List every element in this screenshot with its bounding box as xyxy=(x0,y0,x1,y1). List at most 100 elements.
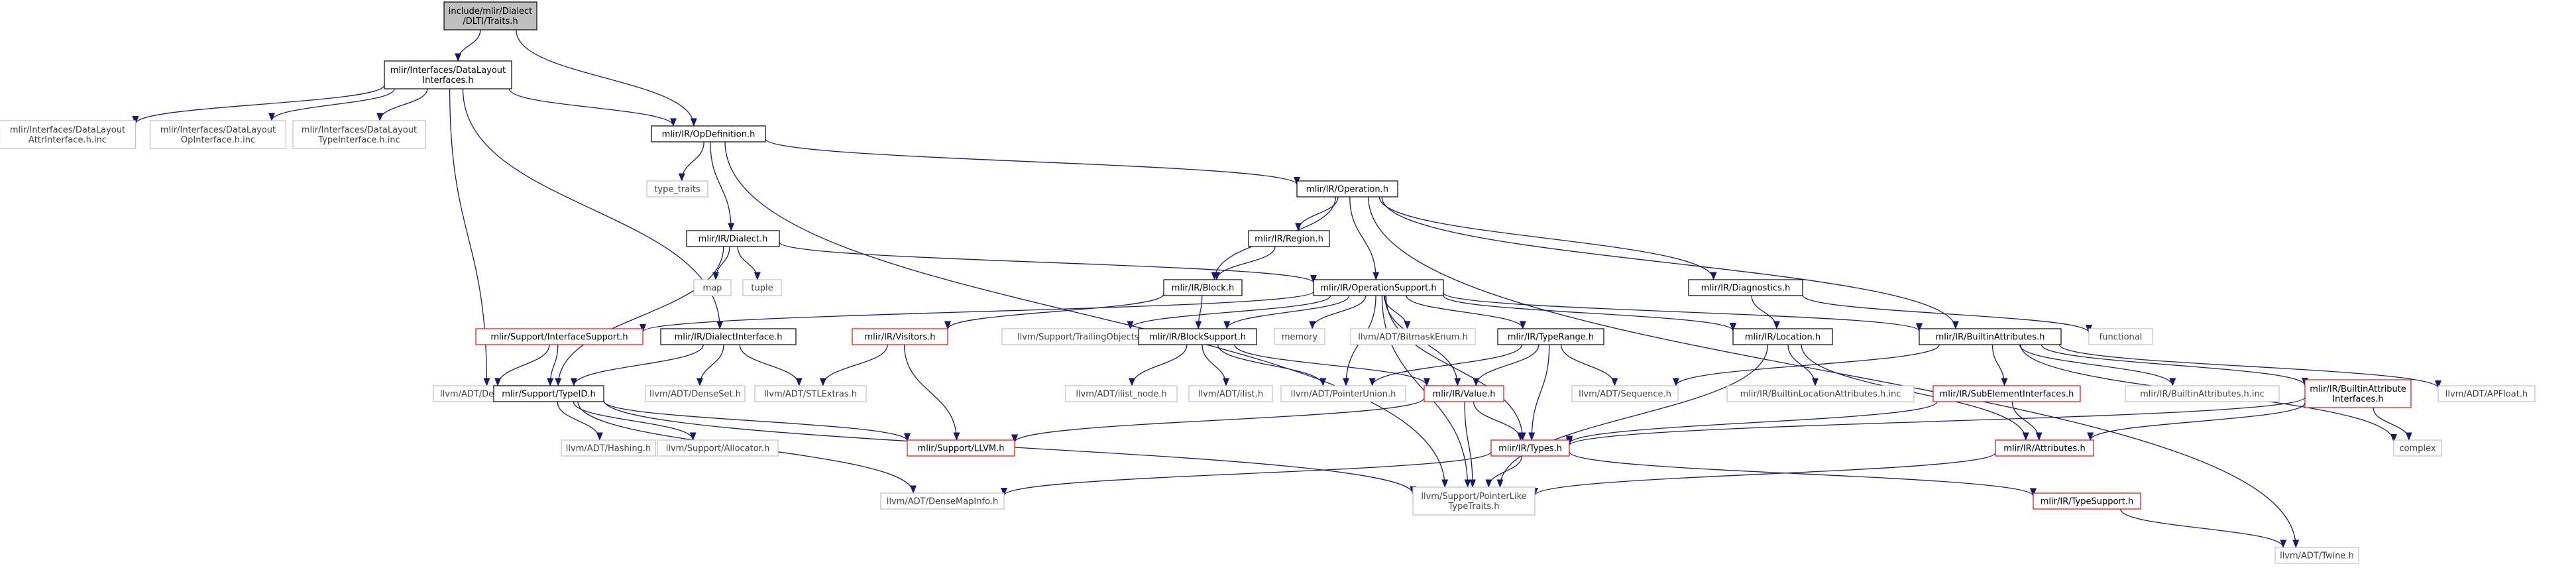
node-llvm-adt-twine-h: llvm/ADT/Twine.h xyxy=(2274,547,2359,564)
node-label-line: mlir/Support/InterfaceSupport.h xyxy=(490,333,628,343)
node-box xyxy=(907,439,1015,457)
node-mlir-ir-operationsupport-h[interactable]: mlir/IR/OperationSupport.h xyxy=(1313,279,1444,296)
edge-n43-to-n47 xyxy=(1488,455,1522,488)
node-include-mlir-dialect-dlti-traits-h[interactable]: include/mlir/Dialect/DLTI/Traits.h xyxy=(443,1,537,30)
edge-n43-to-n48 xyxy=(1569,451,2033,496)
node-mlir-ir-dialectinterface-h[interactable]: mlir/IR/DialectInterface.h xyxy=(660,328,797,345)
node-label-line: mlir/IR/TypeRange.h xyxy=(1508,333,1594,343)
edge-n14-to-n22 xyxy=(1383,295,1407,329)
node-llvm-adt-ilist-node-h: llvm/ADT/ilist_node.h xyxy=(1065,385,1178,402)
node-complex: complex xyxy=(2393,439,2442,457)
edge-n23-to-n34 xyxy=(1560,344,1615,386)
node-mlir-ir-location-h[interactable]: mlir/IR/Location.h xyxy=(1732,328,1833,345)
node-box xyxy=(1296,180,1398,198)
node-label-line: mlir/Interfaces/DataLayout xyxy=(302,125,417,135)
node-type-traits: type_traits xyxy=(646,180,708,198)
node-box xyxy=(149,120,287,149)
node-label-line: mlir/IR/TypeSupport.h xyxy=(2041,497,2133,507)
node-label-line: Interfaces.h xyxy=(2332,394,2383,404)
node-llvm-adt-ilist-h: llvm/ADT/ilist.h xyxy=(1188,385,1273,402)
node-box xyxy=(754,385,867,402)
node-mlir-ir-types-h[interactable]: mlir/IR/Types.h xyxy=(1490,439,1570,457)
node-label-line: mlir/IR/BuiltinAttributes.h xyxy=(1936,333,2045,343)
node-box xyxy=(1248,230,1330,247)
edge-n25-to-n34 xyxy=(1676,344,1940,386)
node-label-line: OpInterface.h.inc xyxy=(181,135,255,145)
edge-n1-to-n4 xyxy=(380,88,428,121)
node-label-line: llvm/ADT/ilist.h xyxy=(1198,390,1263,400)
node-label-line: mlir/IR/Types.h xyxy=(1498,444,1562,454)
node-mlir-interfaces-datalayout-typeinterface-h-inc: mlir/Interfaces/DataLayoutTypeInterface.… xyxy=(292,120,426,149)
edge-n43-to-n46 xyxy=(1004,451,1492,496)
node-mlir-ir-dialect-h[interactable]: mlir/IR/Dialect.h xyxy=(686,230,780,247)
node-label-line: llvm/Support/Allocator.h xyxy=(666,444,770,454)
node-mlir-ir-opdefinition-h[interactable]: mlir/IR/OpDefinition.h xyxy=(651,125,766,142)
node-box xyxy=(657,439,779,457)
node-mlir-ir-builtinattributes-h[interactable]: mlir/IR/BuiltinAttributes.h xyxy=(1919,328,2062,345)
node-label-line: mlir/IR/OperationSupport.h xyxy=(1320,284,1436,294)
edge-n8-to-n14 xyxy=(779,241,1314,284)
node-mlir-support-interfacesupport-h[interactable]: mlir/Support/InterfaceSupport.h xyxy=(475,328,644,345)
edge-n17-to-n29 xyxy=(739,344,799,386)
node-box xyxy=(1919,328,2062,345)
edge-n17-to-n27 xyxy=(574,344,704,386)
edge-n36-to-n44 xyxy=(2011,401,2039,440)
node-box xyxy=(1497,328,1604,345)
node-label-line: mlir/IR/DialectInterface.h xyxy=(675,333,783,343)
edge-n7-to-n14 xyxy=(1349,196,1376,280)
node-mlir-ir-typerange-h[interactable]: mlir/IR/TypeRange.h xyxy=(1497,328,1604,345)
node-mlir-ir-block-h[interactable]: mlir/IR/Block.h xyxy=(1163,279,1243,296)
edge-n5-to-n8 xyxy=(710,141,731,231)
edge-n14-to-n43 xyxy=(1385,295,1522,440)
node-mlir-ir-typesupport-h[interactable]: mlir/IR/TypeSupport.h xyxy=(2033,492,2141,510)
node-mlir-ir-operation-h[interactable]: mlir/IR/Operation.h xyxy=(1296,180,1398,198)
node-mlir-ir-blocksupport-h[interactable]: mlir/IR/BlockSupport.h xyxy=(1138,328,1257,345)
node-box xyxy=(2437,385,2536,402)
node-map: map xyxy=(693,279,732,296)
node-mlir-ir-diagnostics-h[interactable]: mlir/IR/Diagnostics.h xyxy=(1688,279,1803,296)
node-label-line: llvm/ADT/DenseMapInfo.h xyxy=(887,497,998,507)
node-llvm-adt-stlextras-h: llvm/ADT/STLExtras.h xyxy=(754,385,867,402)
edge-n18-to-n29 xyxy=(823,344,888,386)
node-label-line: AttrInterface.h.inc xyxy=(28,135,107,145)
node-mlir-ir-attributes-h[interactable]: mlir/IR/Attributes.h xyxy=(1995,439,2094,457)
node-mlir-ir-region-h[interactable]: mlir/IR/Region.h xyxy=(1248,230,1330,247)
node-mlir-ir-value-h[interactable]: mlir/IR/Value.h xyxy=(1424,385,1504,402)
node-label-line: llvm/ADT/ilist_node.h xyxy=(1076,390,1166,400)
edge-n25-to-n39 xyxy=(2058,344,2438,388)
node-box xyxy=(1490,439,1570,457)
node-llvm-adt-bitmaskenum-h: llvm/ADT/BitmaskEnum.h xyxy=(1350,328,1476,345)
edge-n44-to-n47 xyxy=(1535,452,1996,496)
edge-n5-to-n47 xyxy=(724,141,1445,487)
node-box xyxy=(1732,328,1833,345)
edge-n23-to-n32 xyxy=(1372,344,1522,386)
node-label-line: tuple xyxy=(751,284,773,294)
node-box xyxy=(475,328,644,345)
node-label-line: llvm/ADT/DenseSet.h xyxy=(649,390,741,400)
node-llvm-support-trailingobjects-h: llvm/Support/TrailingObjects.h xyxy=(1001,328,1163,345)
edge-n7-to-n49 xyxy=(1368,196,2296,547)
node-mlir-support-llvm-h[interactable]: mlir/Support/LLVM.h xyxy=(907,439,1015,457)
node-label-line: mlir/IR/Diagnostics.h xyxy=(1701,284,1791,294)
edge-n12-to-n24 xyxy=(1751,295,1777,329)
node-label-line: mlir/IR/BuiltinLocationAttributes.h.inc xyxy=(1740,390,1901,400)
node-label-line: Interfaces.h xyxy=(422,76,473,85)
node-llvm-adt-apfloat-h: llvm/ADT/APFloat.h xyxy=(2437,385,2536,402)
node-llvm-adt-denseset-h: llvm/ADT/DenseSet.h xyxy=(645,385,746,402)
node-mlir-ir-visitors-h[interactable]: mlir/IR/Visitors.h xyxy=(852,328,948,345)
node-mlir-support-typeid-h[interactable]: mlir/Support/TypeID.h xyxy=(493,385,604,402)
node-mlir-ir-subelementinterfaces-h[interactable]: mlir/IR/SubElementInterfaces.h xyxy=(1932,385,2081,402)
node-label-line: /DLTI/Traits.h xyxy=(463,17,518,27)
node-box xyxy=(651,125,766,142)
edge-n27-to-n42 xyxy=(603,400,907,441)
node-box xyxy=(645,385,746,402)
node-label-line: mlir/IR/Operation.h xyxy=(1306,185,1388,195)
edge-n27-to-n40 xyxy=(557,401,600,441)
node-label-line: llvm/ADT/BitmaskEnum.h xyxy=(1358,333,1467,343)
node-mlir-interfaces-datalayout-opinterface-h-inc: mlir/Interfaces/DataLayoutOpInterface.h.… xyxy=(149,120,287,149)
edge-n23-to-n33 xyxy=(1476,344,1540,386)
edge-n7-to-n12 xyxy=(1378,196,1713,280)
